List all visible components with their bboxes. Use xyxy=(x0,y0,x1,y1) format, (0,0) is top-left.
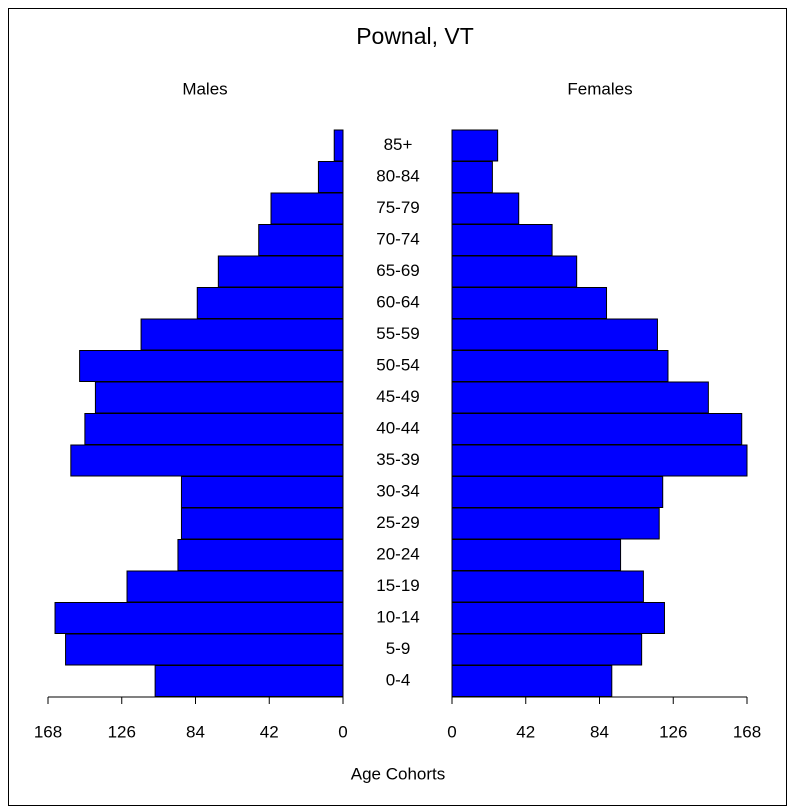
bar xyxy=(451,413,743,445)
bar xyxy=(451,570,644,603)
category-label: 80-84 xyxy=(376,166,419,185)
bar xyxy=(451,381,709,414)
bar xyxy=(180,507,344,540)
bar xyxy=(451,444,748,477)
category-label: 0-4 xyxy=(386,670,411,689)
bar xyxy=(451,129,499,162)
bar xyxy=(217,255,344,288)
category-label: 55-59 xyxy=(376,324,419,343)
bar xyxy=(270,192,344,225)
bar xyxy=(451,318,658,351)
x-tick-label: 126 xyxy=(108,722,136,741)
bar xyxy=(451,287,608,319)
x-tick-label: 42 xyxy=(516,722,535,741)
category-label: 85+ xyxy=(384,135,413,154)
category-label: 70-74 xyxy=(376,229,419,248)
axis-label: Age Cohorts xyxy=(351,764,446,783)
bar xyxy=(140,318,344,351)
bar xyxy=(79,350,344,382)
x-tick-label: 168 xyxy=(733,722,761,741)
bar xyxy=(65,633,344,666)
bar xyxy=(451,633,643,666)
x-tick-label: 168 xyxy=(34,722,62,741)
x-tick-label: 126 xyxy=(659,722,687,741)
x-tick-label: 84 xyxy=(590,722,609,741)
category-label: 20-24 xyxy=(376,544,419,563)
category-label: 25-29 xyxy=(376,513,419,532)
bar xyxy=(333,129,344,162)
bar xyxy=(317,161,344,193)
bar xyxy=(451,255,578,288)
bar xyxy=(180,476,344,508)
bar xyxy=(70,444,344,477)
bar xyxy=(196,287,344,319)
series-label: Males xyxy=(182,79,227,98)
category-label: 45-49 xyxy=(376,387,419,406)
bar xyxy=(84,413,344,445)
category-label: 75-79 xyxy=(376,198,419,217)
bar xyxy=(451,350,669,382)
category-label: 5-9 xyxy=(386,639,411,658)
bar xyxy=(451,507,660,540)
bar xyxy=(54,602,344,634)
bar xyxy=(154,665,344,697)
bar xyxy=(451,602,665,634)
category-label: 60-64 xyxy=(376,292,419,311)
bar xyxy=(451,476,664,508)
x-tick-label: 84 xyxy=(186,722,205,741)
category-label: 35-39 xyxy=(376,450,419,469)
x-tick-label: 0 xyxy=(338,722,347,741)
x-tick-label: 42 xyxy=(260,722,279,741)
bar xyxy=(451,161,493,193)
x-tick-label: 0 xyxy=(447,722,456,741)
bar xyxy=(451,224,553,256)
category-label: 40-44 xyxy=(376,418,419,437)
bar xyxy=(451,192,520,225)
category-label: 15-19 xyxy=(376,576,419,595)
bar xyxy=(126,570,344,603)
category-label: 30-34 xyxy=(376,481,419,500)
bar xyxy=(258,224,344,256)
series-label: Females xyxy=(567,79,632,98)
chart-title: Pownal, VT xyxy=(356,23,474,49)
category-label: 65-69 xyxy=(376,261,419,280)
bar xyxy=(177,539,344,571)
bar xyxy=(451,539,622,571)
category-label: 50-54 xyxy=(376,355,419,374)
category-label: 10-14 xyxy=(376,607,419,626)
bar xyxy=(94,381,344,414)
bar xyxy=(451,665,613,697)
